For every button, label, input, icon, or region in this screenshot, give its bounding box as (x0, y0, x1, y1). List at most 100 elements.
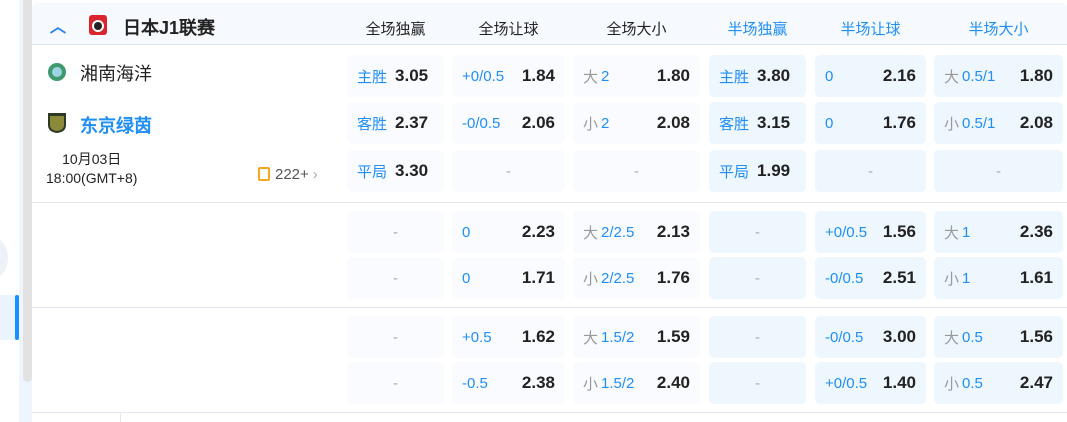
odds-cell[interactable]: 0 1.71 (452, 257, 565, 299)
odds-label: 0.5/1 (962, 114, 996, 132)
odds-label: 2 (601, 67, 610, 85)
odds-cell[interactable]: 0 2.16 (815, 55, 926, 97)
odds-cell[interactable]: -0/0.5 3.00 (815, 316, 926, 358)
odds-prefix: 小 (944, 270, 960, 288)
odds-cell[interactable]: 大 2 1.80 (573, 55, 700, 97)
document-clock-icon (258, 167, 270, 181)
odds-cell[interactable]: 平局 3.30 (347, 150, 444, 192)
odds-label: -0/0.5 (825, 328, 864, 346)
odds-label: -0/0.5 (825, 269, 864, 287)
odds-cell-empty: - (347, 362, 444, 404)
home-team[interactable]: 湘南海洋 (80, 64, 152, 84)
odds-value: 3.30 (395, 161, 429, 180)
more-markets-button[interactable]: 222+ › (258, 166, 318, 183)
odds-label: 平局 (357, 163, 388, 181)
odds-cell[interactable]: -0/0.5 2.51 (815, 257, 926, 299)
odds-prefix: 大 (583, 329, 599, 347)
league-name: 日本J1联赛 (123, 18, 216, 38)
odds-label: 1 (962, 269, 971, 287)
odds-cell[interactable]: 大 2/2.5 2.13 (573, 211, 700, 253)
odds-prefix: 小 (583, 115, 599, 133)
odds-prefix: 大 (944, 224, 960, 242)
odds-value: 2.47 (1019, 373, 1053, 392)
divider (32, 412, 1067, 413)
odds-prefix: 小 (583, 270, 599, 288)
odds-cell-empty: - (709, 211, 806, 253)
match-panel: ︿ 日本J1联赛 全场独赢 全场让球 全场大小 半场独赢 半场让球 半场大小 湘南海洋 东… (32, 0, 1067, 422)
odds-cell-empty: - (815, 150, 926, 192)
column-header: 全场让球 (478, 21, 539, 38)
odds-cell[interactable]: 大 0.5 1.56 (934, 316, 1063, 358)
odds-label: 0.5/1 (962, 67, 996, 85)
scrollbar[interactable] (23, 0, 32, 382)
odds-prefix: 小 (944, 375, 960, 393)
away-team[interactable]: 东京绿茵 (80, 116, 152, 136)
odds-label: -0.5 (462, 374, 488, 392)
odds-cell-empty: - (347, 257, 444, 299)
odds-cell-empty: - (709, 316, 806, 358)
divider (120, 412, 121, 422)
odds-value: 2.08 (656, 113, 690, 132)
odds-label: 平局 (719, 163, 750, 181)
column-header: 半场独赢 (727, 21, 788, 38)
odds-cell[interactable]: 0 1.76 (815, 102, 926, 144)
sidebar-button[interactable] (0, 238, 8, 278)
odds-value: 2.51 (882, 268, 916, 287)
home-team-badge-icon (48, 63, 66, 81)
odds-value: 3.05 (395, 66, 429, 85)
odds-label: 2/2.5 (601, 223, 635, 241)
odds-cell[interactable]: -0.5 2.38 (452, 362, 565, 404)
match-datetime: 10月03日 18:00(GMT+8) (46, 150, 137, 188)
odds-cell[interactable]: -0/0.5 2.06 (452, 102, 565, 144)
odds-value: 3.15 (757, 113, 791, 132)
odds-cell[interactable]: 0 2.23 (452, 211, 565, 253)
odds-value: 2.38 (521, 373, 555, 392)
odds-cell[interactable]: 大 1.5/2 1.59 (573, 316, 700, 358)
odds-value: 1.56 (882, 222, 916, 241)
odds-cell[interactable]: 主胜 3.80 (709, 55, 806, 97)
odds-cell[interactable]: 客胜 3.15 (709, 102, 806, 144)
odds-cell[interactable]: 小 1.5/2 2.40 (573, 362, 700, 404)
odds-cell[interactable]: +0.5 1.62 (452, 316, 565, 358)
odds-cell[interactable]: 小 2 2.08 (573, 102, 700, 144)
odds-value: 1.71 (521, 268, 555, 287)
column-header: 半场让球 (840, 21, 901, 38)
odds-label: +0.5 (462, 328, 492, 346)
odds-cell-empty: - (573, 150, 700, 192)
odds-label: 1.5/2 (601, 328, 635, 346)
odds-label: 0.5 (962, 374, 983, 392)
divider (32, 202, 1067, 203)
odds-cell[interactable]: 小 0.5/1 2.08 (934, 102, 1063, 144)
odds-cell[interactable]: +0/0.5 1.84 (452, 55, 565, 97)
sidebar (0, 0, 19, 422)
chevron-up-icon[interactable]: ︿ (50, 19, 67, 36)
odds-cell[interactable]: 大 0.5/1 1.80 (934, 55, 1063, 97)
odds-cell[interactable]: +0/0.5 1.56 (815, 211, 926, 253)
odds-label: 1 (962, 223, 971, 241)
odds-value: 2.23 (521, 222, 555, 241)
odds-cell-empty: - (709, 257, 806, 299)
odds-value: 2.37 (395, 113, 429, 132)
odds-cell[interactable]: +0/0.5 1.40 (815, 362, 926, 404)
odds-cell[interactable]: 主胜 3.05 (347, 55, 444, 97)
sidebar-item-active[interactable] (0, 295, 19, 340)
odds-cell[interactable]: 大 1 2.36 (934, 211, 1063, 253)
odds-value: 1.59 (656, 327, 690, 346)
odds-prefix: 小 (583, 375, 599, 393)
odds-value: 1.76 (656, 268, 690, 287)
divider (32, 307, 1067, 308)
odds-cell[interactable]: 小 0.5 2.47 (934, 362, 1063, 404)
odds-value: 1.99 (757, 161, 791, 180)
league-header[interactable]: ︿ 日本J1联赛 全场独赢 全场让球 全场大小 半场独赢 半场让球 半场大小 (32, 3, 1067, 45)
odds-label: 主胜 (357, 68, 388, 86)
odds-value: 2.40 (656, 373, 690, 392)
odds-cell[interactable]: 小 2/2.5 1.76 (573, 257, 700, 299)
odds-label: 主胜 (719, 68, 750, 86)
odds-value: 2.36 (1019, 222, 1053, 241)
odds-cell[interactable]: 平局 1.99 (709, 150, 806, 192)
odds-cell-empty: - (347, 211, 444, 253)
odds-value: 1.62 (521, 327, 555, 346)
odds-cell[interactable]: 客胜 2.37 (347, 102, 444, 144)
odds-label: 客胜 (357, 115, 388, 133)
odds-cell[interactable]: 小 1 1.61 (934, 257, 1063, 299)
